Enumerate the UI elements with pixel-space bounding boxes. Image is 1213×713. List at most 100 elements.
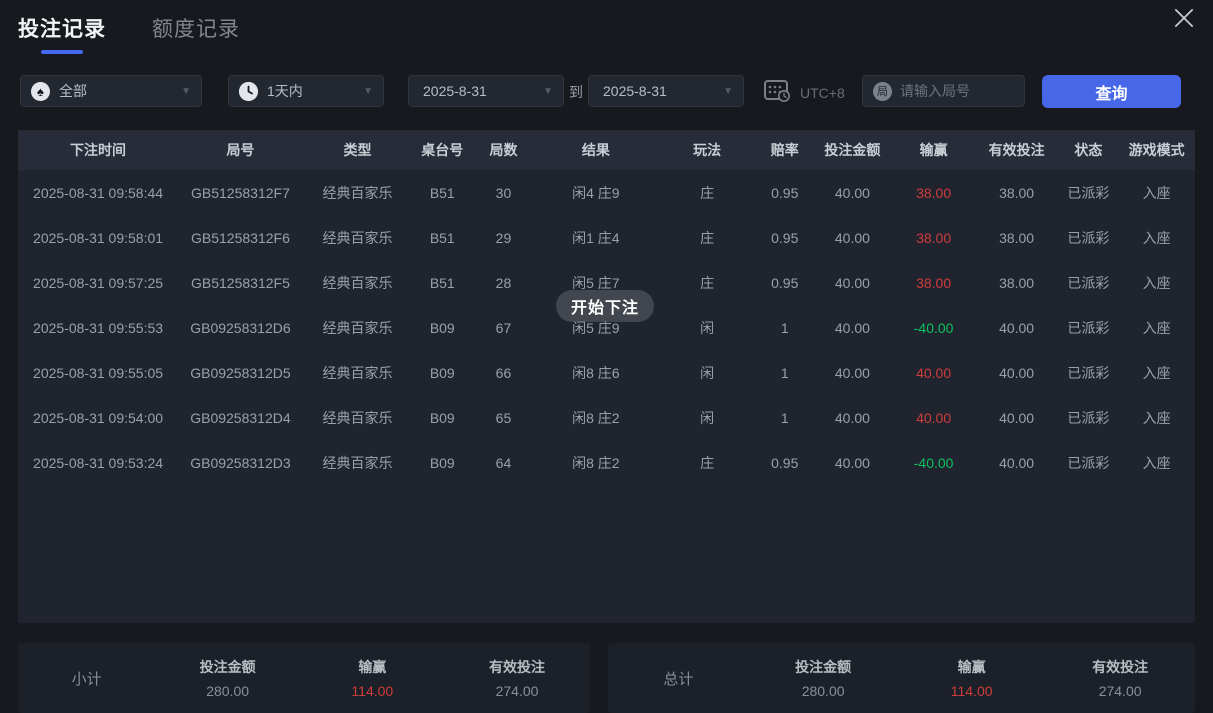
cell-play: 闲 xyxy=(700,409,715,426)
cell-result: 闲4 庄9 xyxy=(572,184,620,201)
total-win-loss: 输赢 114.00 xyxy=(950,659,993,699)
calendar-clock-icon xyxy=(764,79,791,106)
cell-table-no: B09 xyxy=(429,409,455,426)
cell-game-type: 经典百家乐 xyxy=(322,319,393,336)
tab-bet-records[interactable]: 投注记录 xyxy=(18,13,106,54)
cell-round-no: 29 xyxy=(495,229,512,246)
cell-bet-time: 2025-08-31 09:54:00 xyxy=(33,409,164,426)
chevron-down-icon: ▼ xyxy=(723,85,733,97)
cell-round-no: 67 xyxy=(495,319,512,336)
cell-win-loss: 38.00 xyxy=(916,229,952,246)
cell-game-mode: 入座 xyxy=(1142,319,1171,336)
cell-win-loss: 40.00 xyxy=(916,364,952,381)
subtotal-valid-bet: 有效投注 274.00 xyxy=(489,659,546,699)
cell-round-id: GB51258312F6 xyxy=(191,229,290,246)
table-row[interactable]: 2025-08-31 09:58:01 GB51258312F6 经典百家乐 B… xyxy=(18,215,1195,260)
game-type-select[interactable]: ♠ 全部 ▼ xyxy=(20,75,202,107)
cell-round-id: GB51258312F7 xyxy=(191,184,290,201)
cell-bet-amount: 40.00 xyxy=(834,274,870,291)
filter-bar: ♠ 全部 ▼ 1天内 ▼ 2025-8-31 ▼ 到 2025-8-31 ▼ xyxy=(0,75,1213,108)
cell-game-mode: 入座 xyxy=(1142,229,1171,246)
table-row[interactable]: 2025-08-31 09:54:00 GB09258312D4 经典百家乐 B… xyxy=(18,395,1195,440)
cell-round-no: 65 xyxy=(495,409,512,426)
cell-game-type: 经典百家乐 xyxy=(322,409,393,426)
cell-bet-amount: 40.00 xyxy=(834,364,870,381)
cell-odds: 1 xyxy=(780,409,789,426)
total-bet-amount: 投注金额 280.00 xyxy=(795,659,852,699)
cell-bet-amount: 40.00 xyxy=(834,409,870,426)
table-body: 2025-08-31 09:58:44 GB51258312F7 经典百家乐 B… xyxy=(18,170,1195,485)
subtotal-label: 小计 xyxy=(71,670,102,688)
col-header: 类型 xyxy=(343,142,372,158)
round-number-icon: 局 xyxy=(873,81,892,101)
col-header: 结果 xyxy=(581,142,610,158)
cell-bet-time: 2025-08-31 09:55:05 xyxy=(33,364,164,381)
cell-game-mode: 入座 xyxy=(1142,364,1171,381)
cell-status: 已派彩 xyxy=(1067,409,1110,426)
cell-result: 闲8 庄2 xyxy=(572,454,620,471)
date-to-label: 到 xyxy=(569,84,583,100)
col-header: 局号 xyxy=(226,142,255,158)
cell-game-type: 经典百家乐 xyxy=(322,274,393,291)
cell-table-no: B09 xyxy=(429,454,455,471)
total-label: 总计 xyxy=(663,670,694,688)
tab-active-underline xyxy=(41,50,83,54)
subtotal-bet-amount: 投注金额 280.00 xyxy=(199,659,256,699)
cell-status: 已派彩 xyxy=(1067,454,1110,471)
cell-result: 闲5 庄9 xyxy=(572,319,620,336)
table-header-row: 下注时间 局号 类型 桌台号 局数 结果 玩法 赔率 投注金额 输赢 有效投注 … xyxy=(18,130,1195,170)
cell-status: 已派彩 xyxy=(1067,319,1110,336)
cell-result: 闲5 庄7 xyxy=(572,274,620,291)
cell-round-id: GB09258312D4 xyxy=(190,409,291,426)
table-row[interactable]: 2025-08-31 09:53:24 GB09258312D3 经典百家乐 B… xyxy=(18,440,1195,485)
col-header: 游戏模式 xyxy=(1128,142,1185,158)
cell-bet-time: 2025-08-31 09:58:44 xyxy=(33,184,164,201)
cell-valid-bet: 40.00 xyxy=(999,319,1035,336)
cell-bet-time: 2025-08-31 09:53:24 xyxy=(33,454,164,471)
table-row[interactable]: 2025-08-31 09:57:25 GB51258312F5 经典百家乐 B… xyxy=(18,260,1195,305)
chevron-down-icon: ▼ xyxy=(543,85,553,97)
query-button[interactable]: 查询 xyxy=(1042,75,1181,108)
round-number-input[interactable]: 局 请输入局号 xyxy=(862,75,1025,107)
tab-label: 额度记录 xyxy=(152,18,240,41)
col-header: 下注时间 xyxy=(70,142,127,158)
cell-valid-bet: 40.00 xyxy=(999,409,1035,426)
cell-status: 已派彩 xyxy=(1067,364,1110,381)
timezone-label: UTC+8 xyxy=(800,84,845,101)
timezone-indicator: UTC+8 xyxy=(764,79,845,106)
date-from-value: 2025-8-31 xyxy=(423,83,487,99)
cell-round-no: 30 xyxy=(495,184,512,201)
col-header: 有效投注 xyxy=(988,142,1045,158)
cell-game-type: 经典百家乐 xyxy=(322,364,393,381)
cell-table-no: B51 xyxy=(429,274,455,291)
subtotal-panel: 小计 投注金额 280.00 输赢 114.00 有效投注 274.00 xyxy=(18,643,590,713)
time-range-value: 1天内 xyxy=(267,83,303,99)
time-range-select[interactable]: 1天内 ▼ xyxy=(228,75,384,107)
cell-round-id: GB09258312D6 xyxy=(190,319,291,336)
cell-win-loss: 38.00 xyxy=(916,274,952,291)
table-row[interactable]: 2025-08-31 09:55:53 GB09258312D6 经典百家乐 B… xyxy=(18,305,1195,350)
col-header: 桌台号 xyxy=(421,142,464,158)
col-header: 局数 xyxy=(489,142,518,158)
close-icon[interactable] xyxy=(1171,5,1197,31)
bet-records-table: 下注时间 局号 类型 桌台号 局数 结果 玩法 赔率 投注金额 输赢 有效投注 … xyxy=(18,130,1195,623)
date-to-value: 2025-8-31 xyxy=(603,83,667,99)
cell-game-mode: 入座 xyxy=(1142,454,1171,471)
cell-round-id: GB09258312D5 xyxy=(190,364,291,381)
cell-status: 已派彩 xyxy=(1067,229,1110,246)
table-row[interactable]: 2025-08-31 09:55:05 GB09258312D5 经典百家乐 B… xyxy=(18,350,1195,395)
cell-odds: 0.95 xyxy=(771,184,799,201)
cell-game-type: 经典百家乐 xyxy=(322,184,393,201)
tab-bar: 投注记录 额度记录 xyxy=(18,13,240,54)
cell-game-mode: 入座 xyxy=(1142,274,1171,291)
col-header: 输赢 xyxy=(919,142,948,158)
tab-quota-records[interactable]: 额度记录 xyxy=(152,13,240,54)
cell-play: 闲 xyxy=(700,319,715,336)
date-from-select[interactable]: 2025-8-31 ▼ xyxy=(408,75,564,107)
cell-round-id: GB09258312D3 xyxy=(190,454,291,471)
table-row[interactable]: 2025-08-31 09:58:44 GB51258312F7 经典百家乐 B… xyxy=(18,170,1195,215)
start-betting-toast: 开始下注 xyxy=(556,290,655,322)
col-header: 投注金额 xyxy=(824,142,881,158)
col-header: 状态 xyxy=(1074,142,1103,158)
date-to-select[interactable]: 2025-8-31 ▼ xyxy=(588,75,744,107)
